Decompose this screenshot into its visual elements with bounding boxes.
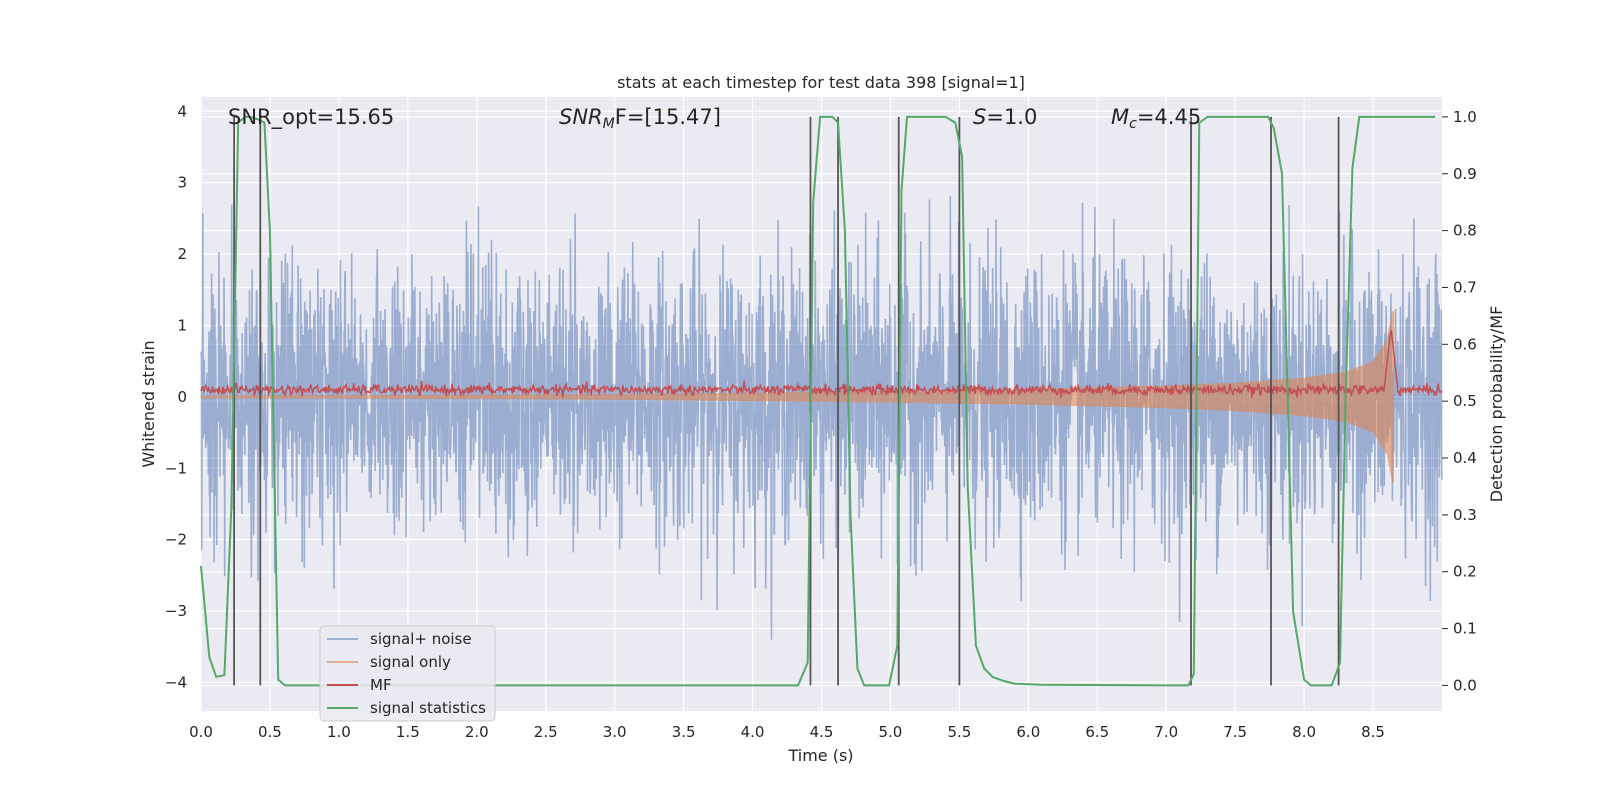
signal-trace: [200, 311, 1395, 483]
x-tick-label: 0.5: [258, 723, 282, 741]
x-tick-label: 8.5: [1361, 723, 1385, 741]
y-right-tick-label: 0.0: [1453, 676, 1477, 694]
y-right-tick-label: 1.0: [1453, 108, 1477, 126]
x-tick-label: 6.5: [1085, 723, 1109, 741]
legend-item-signal-statistics: signal statistics: [327, 699, 486, 717]
x-axis-label: Time (s): [787, 746, 853, 765]
y-tick-label: −2: [165, 531, 187, 549]
legend-item-mf: MF: [327, 676, 392, 694]
y-right-tick-label: 0.4: [1453, 449, 1477, 467]
legend-box: [319, 625, 496, 722]
y-right-tick-label: 0.9: [1453, 165, 1477, 183]
annotation-snr-mf-rest: F=[15.47]: [615, 105, 721, 129]
series-mf: [200, 329, 1443, 398]
y-right-tick-label: 0.5: [1453, 392, 1477, 410]
series-signal-statistics: [200, 115, 1436, 687]
legend-label-signal-statistics: signal statistics: [370, 699, 486, 717]
legend-label-signal-noise: signal+ noise: [370, 630, 472, 648]
y-right-tick-label: 0.1: [1453, 620, 1477, 638]
annotation-mc-sub: c: [1129, 116, 1137, 132]
x-tick-label: 4.5: [810, 723, 834, 741]
x-axis-ticks: 0.0 0.5 1.0 1.5 2.0 2.5 3.0 3.5 4.0 4.5 5.0 5.5 6.0 6…: [189, 723, 1385, 741]
annotation-snr-mf-name: SNR: [559, 105, 603, 129]
annotations: SNR_opt=15.65 SNRMF=[15.47] S=1.0 Mc=4.4…: [228, 105, 1201, 132]
x-tick-label: 6.0: [1016, 723, 1040, 741]
annotation-snr-mf: SNRMF=[15.47]: [559, 105, 721, 132]
x-tick-label: 3.0: [603, 723, 627, 741]
annotation-snr-opt: SNR_opt=15.65: [228, 105, 394, 130]
series-signal-noise: [200, 195, 1443, 640]
y-tick-label: 1: [177, 316, 187, 334]
signal-statistics-line: [200, 115, 1436, 687]
annotation-s-name: S: [973, 105, 986, 129]
legend-item-signal-only: signal only: [327, 653, 451, 671]
y-tick-label: 2: [177, 245, 187, 263]
x-tick-label: 7.0: [1154, 723, 1178, 741]
y-tick-label: 4: [177, 102, 187, 120]
y-axis-right-label: Detection probability/MF: [1487, 306, 1506, 503]
annotation-s-rest: =1.0: [986, 105, 1037, 129]
x-tick-label: 1.5: [396, 723, 420, 741]
y-right-tick-label: 0.6: [1453, 335, 1477, 353]
y-tick-label: 0: [177, 388, 187, 406]
y-right-tick-label: 0.3: [1453, 506, 1477, 524]
y-axis-label: Whitened strain: [139, 340, 158, 467]
y-tick-label: −3: [165, 602, 187, 620]
chart-title: stats at each timestep for test data 398…: [617, 73, 1025, 92]
x-tick-label: 2.0: [465, 723, 489, 741]
annotation-mc-rest: =4.45: [1137, 105, 1201, 129]
y-tick-label: 3: [177, 174, 187, 192]
x-tick-label: 1.0: [327, 723, 351, 741]
annotation-mc-name: M: [1111, 105, 1129, 129]
y-tick-label: −4: [165, 673, 187, 691]
x-tick-label: 2.5: [534, 723, 558, 741]
annotation-snr-mf-sub: M: [603, 116, 615, 132]
series-signal-only: [200, 311, 1395, 483]
x-tick-label: 3.5: [672, 723, 696, 741]
mf-trace: [200, 329, 1443, 398]
x-tick-label: 8.0: [1292, 723, 1316, 741]
annotation-s: S=1.0: [973, 105, 1037, 129]
x-tick-label: 7.5: [1223, 723, 1247, 741]
y-axis-ticks: −4 −3 −2 −1 0 1 2 3 4: [165, 102, 187, 691]
x-tick-label: 5.5: [947, 723, 971, 741]
legend-label-signal-only: signal only: [370, 653, 451, 671]
annotation-mc: Mc=4.45: [1111, 105, 1201, 132]
legend-item-signal-noise: signal+ noise: [327, 630, 472, 648]
y-right-tick-label: 0.8: [1453, 222, 1477, 240]
x-tick-label: 0.0: [189, 723, 213, 741]
legend: signal+ noise signal only MF signal stat…: [319, 625, 496, 722]
y-axis-right-ticks: 0.0 0.1 0.2 0.3 0.4 0.5 0.6 0.7 0.8 0.9 1.0: [1442, 108, 1477, 694]
x-tick-label: 5.0: [879, 723, 903, 741]
y-right-tick-label: 0.7: [1453, 278, 1477, 296]
noise-trace: [200, 195, 1443, 640]
y-tick-label: −1: [165, 459, 187, 477]
x-tick-label: 4.0: [741, 723, 765, 741]
legend-label-mf: MF: [370, 676, 392, 694]
y-right-tick-label: 0.2: [1453, 563, 1477, 581]
